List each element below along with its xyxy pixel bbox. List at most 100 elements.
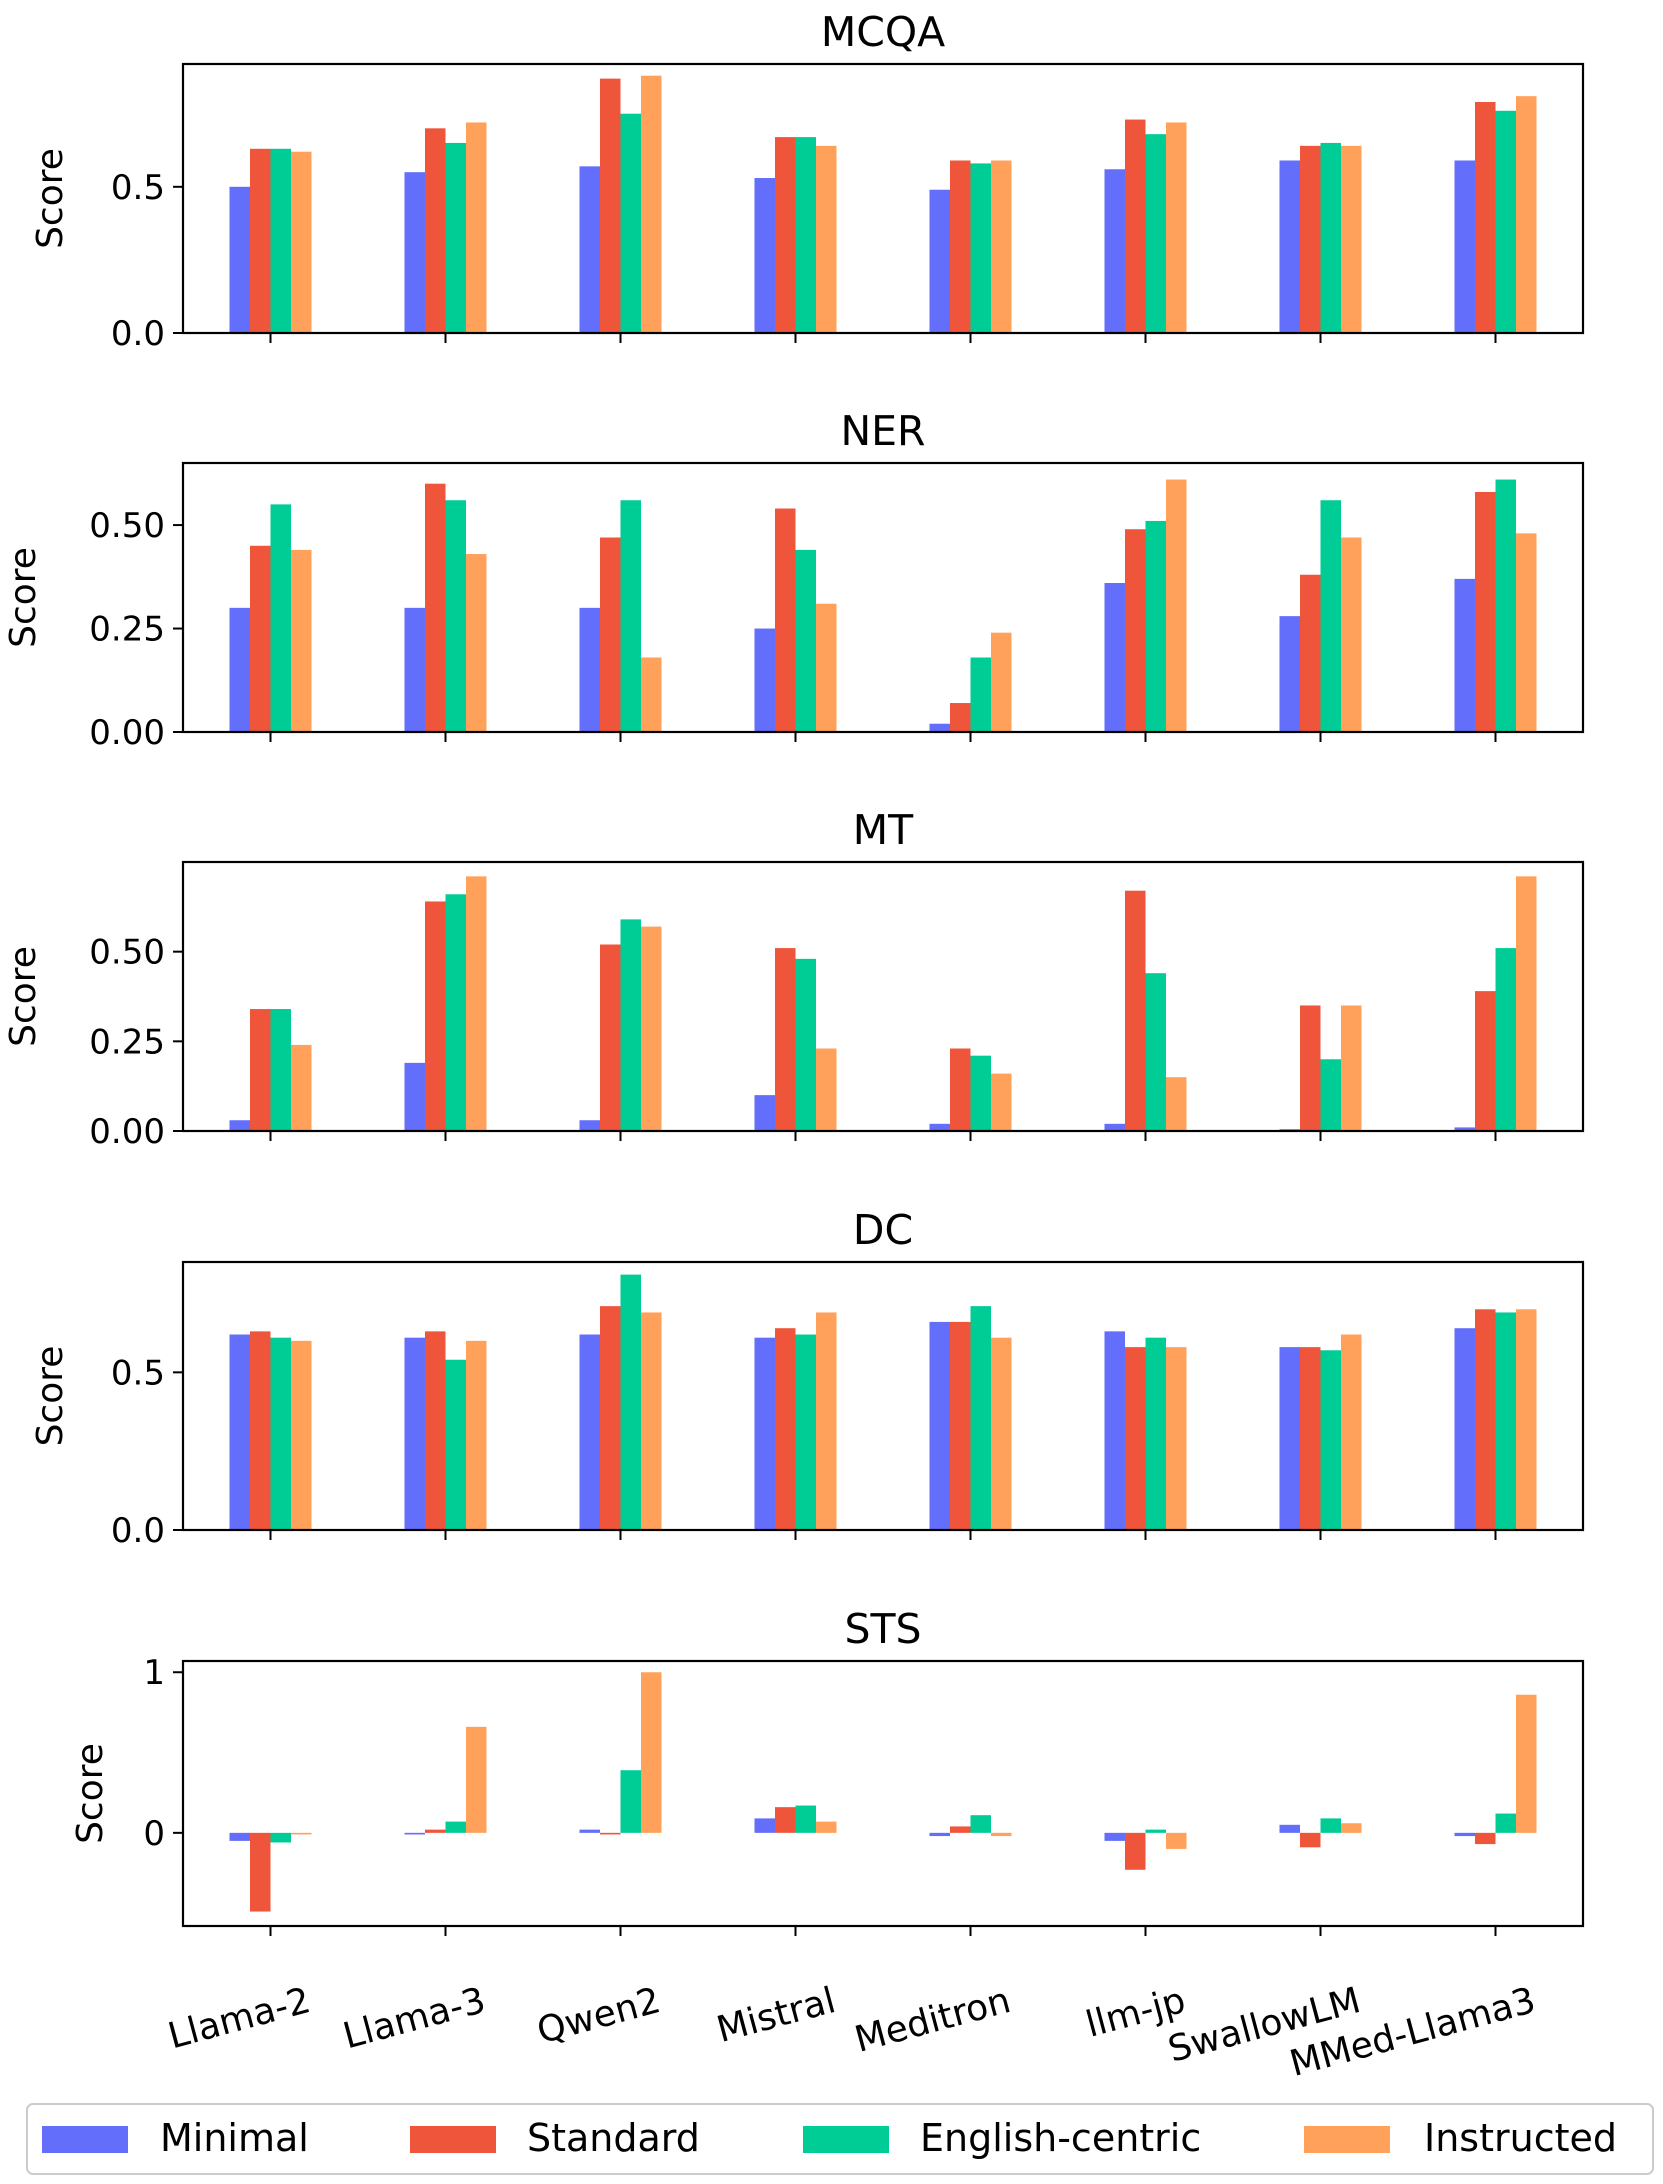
- bar-instructed-llm-jp: [1166, 122, 1187, 333]
- bar-standard-mistral: [775, 137, 796, 333]
- bar-standard-meditron: [950, 160, 971, 333]
- bar-instructed-swallowlm: [1341, 1334, 1362, 1530]
- bar-standard-llm-jp: [1125, 890, 1146, 1131]
- bar-english-centric-llama-2: [270, 1337, 291, 1530]
- x-tick-label: Llama-2: [164, 1980, 315, 2057]
- bar-instructed-llama-3: [466, 554, 487, 732]
- bar-english-centric-swallowlm: [1320, 1818, 1341, 1833]
- bar-instructed-mmed-llama3: [1516, 1309, 1537, 1530]
- y-tick-label: 0.0: [111, 1511, 165, 1551]
- bar-english-centric-swallowlm: [1320, 1059, 1341, 1131]
- y-tick-label: 1: [143, 1653, 165, 1693]
- bar-english-centric-mistral: [795, 958, 816, 1131]
- panel-ner: NER Score 0.00 0.25 0.50: [3, 407, 1585, 753]
- bar-standard-qwen2: [600, 944, 621, 1131]
- y-axis-label: Score: [30, 148, 71, 249]
- y-tick-label: 0.50: [89, 933, 165, 973]
- bar-standard-llama-2: [250, 1331, 271, 1530]
- bar-english-centric-meditron: [970, 1815, 991, 1833]
- bar-standard-mmed-llama3: [1475, 991, 1496, 1131]
- bar-english-centric-mistral: [795, 1334, 816, 1530]
- bar-standard-swallowlm: [1300, 1005, 1321, 1131]
- bar-instructed-meditron: [991, 1337, 1012, 1530]
- bar-english-centric-qwen2: [620, 1274, 641, 1530]
- bar-standard-llama-2: [250, 1009, 271, 1131]
- bar-standard-qwen2: [600, 78, 621, 333]
- bar-instructed-llama-3: [466, 1726, 487, 1833]
- bar-minimal-meditron: [929, 723, 950, 732]
- bar-english-centric-llama-2: [270, 1009, 291, 1131]
- bar-instructed-mistral: [816, 1821, 837, 1833]
- bar-minimal-qwen2: [579, 1334, 600, 1530]
- bar-instructed-llama-2: [291, 151, 312, 333]
- legend-label-english-centric: English-centric: [920, 2116, 1201, 2160]
- bar-english-centric-meditron: [970, 1306, 991, 1530]
- bar-instructed-qwen2: [641, 657, 662, 732]
- bar-minimal-qwen2: [579, 166, 600, 333]
- bar-english-centric-meditron: [970, 163, 991, 333]
- bar-standard-meditron: [950, 1048, 971, 1131]
- bar-minimal-mistral: [754, 178, 775, 333]
- bar-minimal-mmed-llama3: [1454, 1127, 1475, 1131]
- bar-instructed-mmed-llama3: [1516, 1694, 1537, 1833]
- bar-standard-llm-jp: [1125, 529, 1146, 732]
- bar-standard-llama-3: [425, 901, 446, 1131]
- bar-instructed-meditron: [991, 1832, 1012, 1837]
- bar-instructed-llm-jp: [1166, 1832, 1187, 1849]
- bar-standard-swallowlm: [1300, 574, 1321, 732]
- y-axis-label: Score: [3, 946, 44, 1047]
- bar-standard-llama-3: [425, 128, 446, 333]
- bar-english-centric-swallowlm: [1320, 142, 1341, 333]
- x-tick-label: Qwen2: [533, 1980, 665, 2052]
- bar-instructed-llama-3: [466, 1340, 487, 1530]
- bar-english-centric-llama-2: [270, 504, 291, 732]
- legend-label-minimal: Minimal: [160, 2116, 309, 2160]
- bar-instructed-llama-3: [466, 876, 487, 1131]
- bar-minimal-llama-2: [229, 1832, 250, 1841]
- bar-standard-qwen2: [600, 1832, 621, 1835]
- bar-standard-mistral: [775, 948, 796, 1131]
- bar-standard-llama-3: [425, 1331, 446, 1530]
- bar-english-centric-llm-jp: [1145, 1829, 1166, 1833]
- x-tick-label: Llama-3: [339, 1980, 490, 2057]
- bar-instructed-swallowlm: [1341, 1823, 1362, 1833]
- axes-frame: [181, 461, 1585, 734]
- panel-title: DC: [853, 1206, 913, 1254]
- bar-minimal-mmed-llama3: [1454, 578, 1475, 732]
- bar-minimal-mmed-llama3: [1454, 1832, 1475, 1837]
- legend-swatch-english-centric: [803, 2126, 889, 2153]
- bar-instructed-mistral: [816, 1312, 837, 1530]
- y-axis-label: Score: [70, 1743, 111, 1844]
- bar-english-centric-mmed-llama3: [1495, 948, 1516, 1131]
- bar-english-centric-mmed-llama3: [1495, 1813, 1516, 1833]
- bar-standard-llm-jp: [1125, 119, 1146, 333]
- bar-standard-mistral: [775, 1328, 796, 1530]
- bar-standard-meditron: [950, 1321, 971, 1530]
- bar-english-centric-qwen2: [620, 113, 641, 334]
- bar-standard-llama-3: [425, 1829, 446, 1833]
- bar-english-centric-llm-jp: [1145, 520, 1166, 732]
- bar-minimal-llama-2: [229, 607, 250, 732]
- bar-minimal-llama-3: [404, 607, 425, 732]
- bar-instructed-llm-jp: [1166, 1347, 1187, 1530]
- bar-instructed-llama-2: [291, 549, 312, 732]
- bar-english-centric-llm-jp: [1145, 973, 1166, 1131]
- bar-english-centric-llama-3: [445, 1821, 466, 1833]
- bar-english-centric-mmed-llama3: [1495, 1312, 1516, 1530]
- legend: Minimal Standard English-centric Instructed: [26, 2103, 1654, 2175]
- y-tick-label: 0.25: [89, 610, 165, 650]
- bar-minimal-meditron: [929, 1123, 950, 1131]
- bar-minimal-mistral: [754, 1337, 775, 1530]
- bar-standard-llama-2: [250, 1832, 271, 1912]
- bar-minimal-swallowlm: [1279, 1824, 1300, 1833]
- panel-title: STS: [844, 1605, 921, 1653]
- bar-minimal-swallowlm: [1279, 160, 1300, 333]
- panel-sts: STS Score 0 1 Llama-2 Llama-3 Qwen2 Mistral Medi…: [70, 1605, 1585, 2085]
- axes-frame: [181, 1659, 1585, 1928]
- bar-minimal-llm-jp: [1104, 169, 1125, 333]
- bar-instructed-mistral: [816, 1048, 837, 1131]
- bar-instructed-llm-jp: [1166, 1077, 1187, 1131]
- bar-english-centric-llm-jp: [1145, 1337, 1166, 1530]
- x-tick-label: Mistral: [713, 1980, 840, 2051]
